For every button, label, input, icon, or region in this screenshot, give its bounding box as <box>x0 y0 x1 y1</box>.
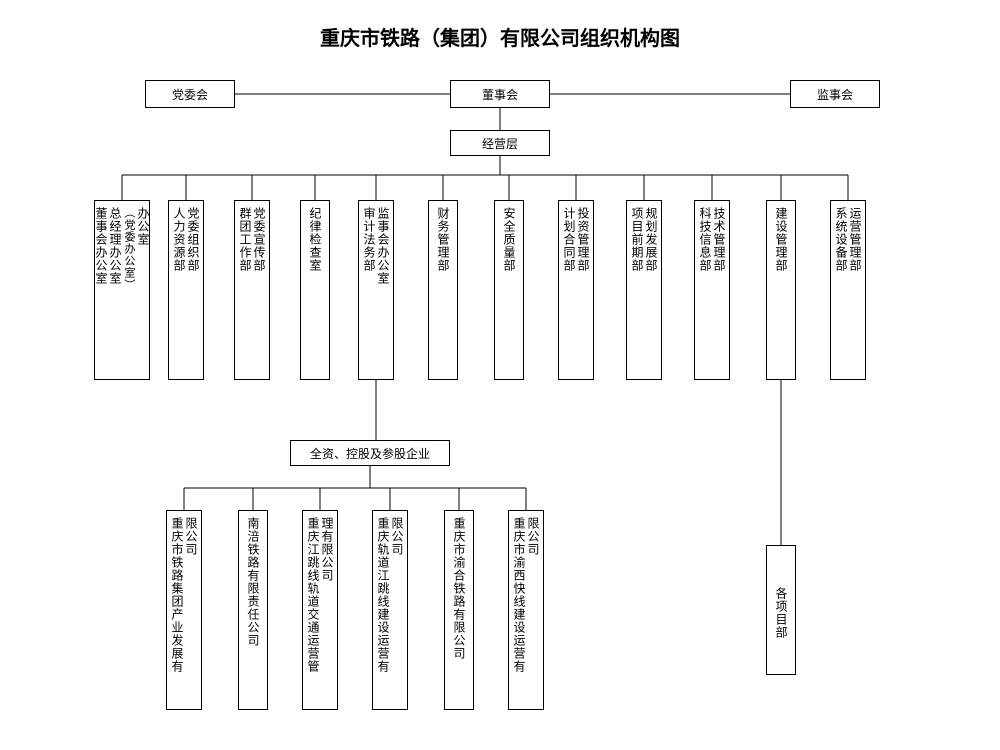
dept-label: 运营管理部 <box>848 207 862 272</box>
node-projects: 各项目部 <box>766 545 796 675</box>
dept-label: 党委宣传部 <box>252 207 266 272</box>
dept-2: 群团工作部 党委宣传部 <box>234 200 270 380</box>
dept-5: 财务管理部 <box>428 200 458 380</box>
dept-label: 技术管理部 <box>712 207 726 272</box>
label: 经营层 <box>482 135 518 152</box>
dept-label: 党委组织部 <box>186 207 200 272</box>
dept-4: 审计法务部 监事会办公室 <box>358 200 394 380</box>
sub-label: 限公司 <box>526 517 540 556</box>
sub-1: 南涪铁路有限责任公司 <box>238 510 268 710</box>
sub-4: 重庆市渝合铁路有限公司 <box>444 510 474 710</box>
dept-label: 办公室 <box>136 207 150 246</box>
dept-label: （党委办公室） <box>122 207 136 291</box>
dept-label: 总经理办公室 <box>108 207 122 285</box>
sub-label: 理有限公司 <box>320 517 334 582</box>
dept-label: 系统设备部 <box>834 207 848 272</box>
dept-3: 纪律检查室 <box>300 200 330 380</box>
dept-0: 董事会办公室 总经理办公室 （党委办公室） 办公室 <box>94 200 150 380</box>
sub-5: 重庆市渝西快线建设运营有 限公司 <box>508 510 544 710</box>
sub-0: 重庆市铁路集团产业发展有 限公司 <box>166 510 202 710</box>
page-title: 重庆市铁路（集团）有限公司组织机构图 <box>0 22 1000 51</box>
label: 各项目部 <box>774 587 788 639</box>
dept-9: 科技信息部 技术管理部 <box>694 200 730 380</box>
node-party-committee: 党委会 <box>145 80 235 108</box>
sub-2: 重庆江跳线轨道交通运营管 理有限公司 <box>302 510 338 710</box>
dept-label: 董事会办公室 <box>94 207 108 285</box>
label: 董事会 <box>482 86 518 103</box>
sub-label: 限公司 <box>390 517 404 556</box>
dept-11: 系统设备部 运营管理部 <box>830 200 866 380</box>
sub-label: 重庆江跳线轨道交通运营管 <box>306 517 320 673</box>
dept-1: 人力资源部 党委组织部 <box>168 200 204 380</box>
label: 全资、控股及参股企业 <box>310 445 430 462</box>
node-subs-header: 全资、控股及参股企业 <box>290 440 450 466</box>
sub-3: 重庆轨道江跳线建设运营有 限公司 <box>372 510 408 710</box>
dept-label: 纪律检查室 <box>308 207 322 272</box>
dept-label: 人力资源部 <box>172 207 186 272</box>
dept-label: 财务管理部 <box>436 207 450 272</box>
dept-label: 建设管理部 <box>774 207 788 272</box>
sub-label: 限公司 <box>184 517 198 556</box>
node-management: 经营层 <box>450 130 550 156</box>
label: 监事会 <box>817 86 853 103</box>
dept-label: 安全质量部 <box>502 207 516 272</box>
sub-label: 重庆市铁路集团产业发展有 <box>170 517 184 673</box>
dept-label: 群团工作部 <box>238 207 252 272</box>
dept-label: 计划合同部 <box>562 207 576 272</box>
dept-8: 项目前期部 规划发展部 <box>626 200 662 380</box>
dept-label: 规划发展部 <box>644 207 658 272</box>
dept-label: 审计法务部 <box>362 207 376 272</box>
dept-6: 安全质量部 <box>494 200 524 380</box>
sub-label: 重庆市渝西快线建设运营有 <box>512 517 526 673</box>
sub-label: 南涪铁路有限责任公司 <box>246 517 260 647</box>
node-supervisors: 监事会 <box>790 80 880 108</box>
dept-10: 建设管理部 <box>766 200 796 380</box>
dept-7: 计划合同部 投资管理部 <box>558 200 594 380</box>
dept-label: 项目前期部 <box>630 207 644 272</box>
sub-label: 重庆市渝合铁路有限公司 <box>452 517 466 660</box>
label: 党委会 <box>172 86 208 103</box>
dept-label: 监事会办公室 <box>376 207 390 285</box>
sub-label: 重庆轨道江跳线建设运营有 <box>376 517 390 673</box>
dept-label: 科技信息部 <box>698 207 712 272</box>
dept-label: 投资管理部 <box>576 207 590 272</box>
node-board: 董事会 <box>450 80 550 108</box>
